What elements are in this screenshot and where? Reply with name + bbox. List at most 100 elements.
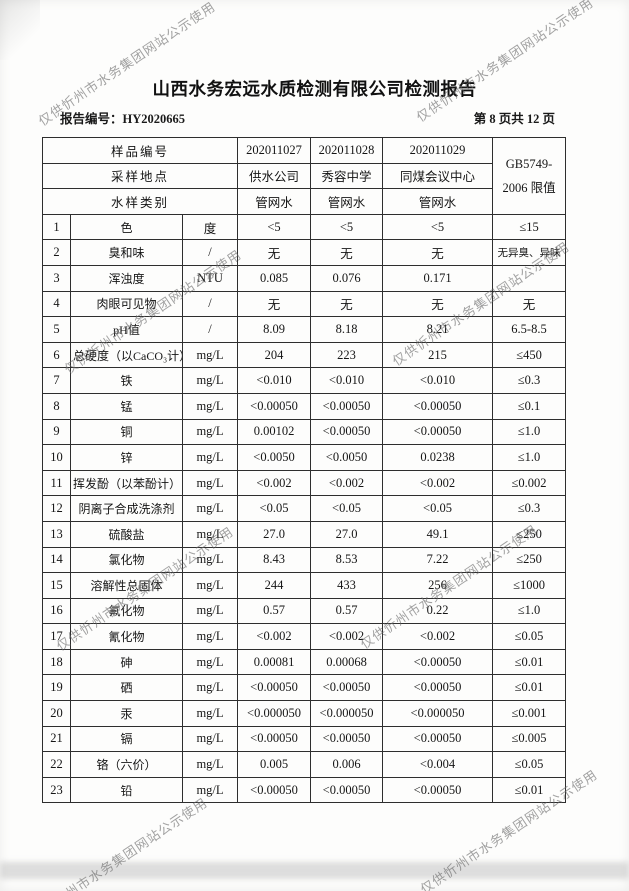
sample-id-label: 样品编号 bbox=[41, 137, 239, 164]
sample-3-type: 管网水 bbox=[382, 188, 494, 215]
sample-1-location: 供水公司 bbox=[237, 162, 312, 190]
unit: mg/L bbox=[181, 572, 239, 599]
table-row: 21 镉 mg/L <0.00050 <0.00050 <0.00050 ≤0.005 bbox=[42, 725, 567, 753]
limit-value bbox=[492, 264, 567, 292]
sample-3-value: <0.002 bbox=[382, 623, 494, 650]
table-row: 22 铬（六价） mg/L 0.005 0.006 <0.004 ≤0.05 bbox=[42, 751, 567, 778]
sample-2-value: 0.00068 bbox=[310, 648, 384, 676]
sample-location-label: 采样地点 bbox=[41, 162, 239, 190]
sample-3-value: 无 bbox=[382, 290, 494, 318]
sample-3-value: 无 bbox=[382, 239, 494, 266]
table-row: 15 溶解性总固体 mg/L 244 433 256 ≤1000 bbox=[42, 572, 567, 599]
unit: mg/L bbox=[181, 674, 239, 702]
parameter-name: 总硬度（以CaCO₃计） bbox=[70, 341, 183, 369]
sample-3-value: <0.00050 bbox=[382, 418, 494, 446]
sample-1-value: <0.00050 bbox=[237, 776, 312, 804]
sample-2-value: <0.00050 bbox=[310, 725, 384, 753]
row-number: 21 bbox=[42, 725, 71, 753]
table-row: 4 肉眼可见物 / 无无无无 bbox=[42, 290, 567, 318]
sample-1-value: 无 bbox=[237, 290, 312, 318]
limit-value: ≤15 bbox=[492, 213, 567, 241]
sample-1-value: <0.0050 bbox=[237, 444, 312, 471]
table-row: 9 铜 mg/L 0.00102 <0.00050 <0.00050 ≤1.0 bbox=[42, 418, 567, 446]
table-row: 2 臭和味 / 无无无无异臭、异味 bbox=[42, 239, 567, 266]
row-number: 14 bbox=[42, 546, 71, 574]
sample-1-value: <0.00050 bbox=[237, 725, 312, 753]
limit-value: ≤1.0 bbox=[492, 418, 567, 446]
table-row: 5 pH值/8.09 8.18 8.21 6.5-8.5 bbox=[42, 316, 567, 343]
sample-1-value: <0.002 bbox=[237, 469, 312, 497]
sample-2-value: 8.53 bbox=[310, 546, 384, 574]
limit-value: ≤0.001 bbox=[492, 700, 567, 727]
parameter-name: 铜 bbox=[70, 418, 183, 446]
limit-standard-header: GB5749- 2006 限值 bbox=[492, 137, 567, 215]
sample-3-value: 0.22 bbox=[382, 597, 494, 625]
sample-3-value: 49.1 bbox=[382, 520, 494, 548]
limit-value: ≤0.01 bbox=[492, 648, 567, 676]
limit-value: ≤0.01 bbox=[492, 674, 567, 702]
row-number: 16 bbox=[42, 597, 71, 625]
scan-edge-shading bbox=[0, 0, 40, 60]
sample-2-value: <0.00050 bbox=[310, 392, 384, 420]
sample-2-value: 0.57 bbox=[310, 597, 384, 625]
limit-value: ≤250 bbox=[492, 520, 567, 548]
sample-3-id: 202011029 bbox=[382, 137, 494, 164]
sample-2-type: 管网水 bbox=[310, 188, 384, 215]
parameter-name: 氯化物 bbox=[70, 546, 183, 574]
limit-value: ≤450 bbox=[492, 341, 567, 369]
sample-2-value: 0.076 bbox=[310, 264, 384, 292]
limit-value: 无 bbox=[492, 290, 567, 318]
sample-3-value: <0.002 bbox=[382, 469, 494, 497]
table-row: 13 硫酸盐 mg/L 27.0 27.0 49.1 ≤250 bbox=[42, 520, 567, 548]
sample-2-value: 27.0 bbox=[310, 520, 384, 548]
table-row: 20 汞 mg/L <0.000050 <0.000050 <0.000050 ≤0.001 bbox=[42, 700, 567, 727]
sample-type-row: 水样类别 管网水 管网水 管网水 bbox=[41, 188, 566, 215]
unit: mg/L bbox=[181, 469, 239, 497]
sample-3-value: <0.004 bbox=[382, 751, 494, 778]
sample-3-value: <5 bbox=[382, 213, 494, 241]
unit: mg/L bbox=[181, 597, 239, 625]
parameter-name: 汞 bbox=[70, 700, 183, 727]
parameter-name: 氟化物 bbox=[70, 597, 183, 625]
sample-2-value: <0.002 bbox=[310, 623, 384, 650]
table-row: 7 铁 mg/L <0.010 <0.010 <0.010 ≤0.3 bbox=[42, 367, 567, 394]
parameter-name: 砷 bbox=[70, 648, 183, 676]
unit: mg/L bbox=[181, 776, 239, 804]
sample-2-value: <5 bbox=[310, 213, 384, 241]
page-indicator: 第 8 页共 12 页 bbox=[473, 112, 555, 126]
unit: / bbox=[181, 290, 239, 318]
report-number-label: 报告编号： bbox=[60, 112, 123, 126]
sample-1-value: <0.05 bbox=[237, 495, 312, 522]
table-row: 1 色度 <5 <5 <5 ≤15 bbox=[42, 213, 567, 241]
unit: mg/L bbox=[181, 495, 239, 522]
row-number: 12 bbox=[42, 495, 71, 522]
unit: mg/L bbox=[181, 751, 239, 778]
parameter-name: 溶解性总固体 bbox=[70, 572, 183, 599]
sample-3-value: <0.00050 bbox=[382, 648, 494, 676]
row-number: 2 bbox=[42, 239, 71, 266]
parameter-name: 氰化物 bbox=[70, 623, 183, 650]
sample-3-value: <0.00050 bbox=[382, 725, 494, 753]
sample-3-value: <0.010 bbox=[382, 367, 494, 394]
sample-1-value: 0.085 bbox=[237, 264, 312, 292]
sample-2-value: 无 bbox=[310, 239, 384, 266]
row-number: 19 bbox=[42, 674, 71, 702]
row-number: 20 bbox=[42, 700, 71, 727]
table-row: 11 挥发酚（以苯酚计） mg/L <0.002 <0.002 <0.002 ≤0.002 bbox=[42, 469, 567, 497]
limit-value: ≤0.002 bbox=[492, 469, 567, 497]
table-row: 17 氰化物 mg/L <0.002 <0.002 <0.002 ≤0.05 bbox=[42, 623, 567, 650]
row-number: 4 bbox=[42, 290, 71, 318]
row-number: 11 bbox=[42, 469, 71, 497]
report-number: 报告编号：HY2020665 bbox=[60, 108, 185, 127]
sample-2-value: 无 bbox=[310, 290, 384, 318]
row-number: 15 bbox=[42, 572, 71, 599]
sample-3-value: <0.000050 bbox=[382, 700, 494, 727]
sample-1-id: 202011027 bbox=[237, 137, 312, 164]
sample-1-type: 管网水 bbox=[237, 188, 312, 215]
limit-value: ≤0.3 bbox=[492, 367, 567, 394]
table-row: 10 锌 mg/L <0.0050 <0.0050 0.0238 ≤1.0 bbox=[42, 444, 567, 471]
sample-1-value: 无 bbox=[237, 239, 312, 266]
sample-2-value: 223 bbox=[310, 341, 384, 369]
limit-value: ≤0.3 bbox=[492, 495, 567, 522]
row-number: 10 bbox=[42, 444, 71, 471]
